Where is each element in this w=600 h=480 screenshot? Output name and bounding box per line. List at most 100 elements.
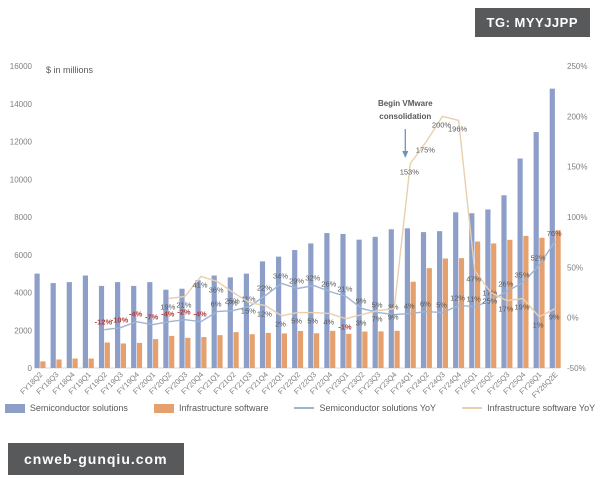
bar-semiconductor bbox=[372, 236, 378, 368]
value-label: 2% bbox=[275, 320, 286, 329]
left-axis-tick-label: 14000 bbox=[10, 100, 33, 109]
value-label: 3% bbox=[356, 319, 367, 328]
value-label: 35% bbox=[514, 270, 529, 279]
legend-label: Infrastructure software YoY bbox=[487, 403, 596, 413]
value-label: -2% bbox=[177, 308, 191, 317]
bar-semiconductor bbox=[292, 250, 298, 368]
bar-infrastructure bbox=[330, 330, 336, 368]
left-axis-tick-label: 8000 bbox=[14, 213, 32, 222]
value-label: 52% bbox=[531, 253, 546, 262]
value-label: 9% bbox=[549, 313, 560, 322]
annotation-text-line2: consolidation bbox=[379, 112, 431, 121]
bar-infrastructure bbox=[539, 237, 545, 368]
right-axis-tick-label: 250% bbox=[567, 62, 587, 71]
bar-infrastructure bbox=[458, 258, 465, 368]
bar-infrastructure bbox=[56, 359, 62, 368]
bar-infrastructure bbox=[346, 333, 352, 368]
value-label: 6% bbox=[211, 300, 222, 309]
bar-infrastructure bbox=[555, 230, 561, 368]
left-axis-tick-label: 6000 bbox=[14, 251, 32, 260]
value-label: 153% bbox=[400, 168, 420, 177]
combo-chart: $ in millions 0 2000 4000 6000 8000 10000 12000… bbox=[10, 62, 588, 400]
value-label: 19% bbox=[160, 303, 175, 312]
bar-semiconductor bbox=[420, 232, 427, 368]
line-semiconductor-yoy bbox=[104, 240, 556, 331]
bar-semiconductor bbox=[533, 132, 539, 368]
value-label: 15% bbox=[241, 307, 256, 316]
value-label: -1% bbox=[338, 323, 352, 332]
left-axis-tick-label: 12000 bbox=[10, 138, 33, 147]
bar-infrastructure bbox=[475, 241, 481, 368]
right-axis-tick-label: 200% bbox=[567, 112, 587, 121]
line-infrastructure-yoy bbox=[168, 115, 556, 320]
bar-semiconductor bbox=[147, 282, 153, 368]
bar-semiconductor bbox=[50, 283, 56, 368]
watermark-badge-top-right: TG: MYYJJPP bbox=[474, 8, 590, 37]
bar-infrastructure bbox=[40, 361, 46, 368]
value-label: 7% bbox=[227, 299, 238, 308]
bar-semiconductor bbox=[195, 280, 201, 368]
value-label: 4% bbox=[404, 302, 415, 311]
value-label: 1% bbox=[533, 321, 544, 330]
bar-semiconductor bbox=[324, 233, 330, 368]
value-label: 6% bbox=[420, 300, 431, 309]
value-label: 26% bbox=[321, 279, 336, 288]
bar-semiconductor bbox=[34, 273, 40, 368]
value-label: 196% bbox=[448, 124, 468, 133]
bar-semiconductor bbox=[131, 285, 137, 368]
legend-item-3: Infrastructure software YoY bbox=[462, 403, 595, 413]
bar-infrastructure bbox=[169, 335, 175, 368]
bar-infrastructure bbox=[265, 332, 271, 368]
value-label: 34% bbox=[273, 271, 288, 280]
legend-item-1: Infrastructure software bbox=[153, 403, 268, 413]
right-axis-tick-label: 100% bbox=[567, 213, 587, 222]
value-label: 22% bbox=[257, 284, 272, 293]
value-label: 5% bbox=[307, 317, 318, 326]
bar-semiconductor bbox=[115, 282, 121, 368]
value-label: 19% bbox=[514, 303, 529, 312]
bar-semiconductor bbox=[549, 88, 555, 369]
bar-infrastructure bbox=[153, 339, 159, 368]
value-label: 5% bbox=[436, 301, 447, 310]
bar-infrastructure bbox=[249, 334, 255, 368]
value-label: -4% bbox=[193, 310, 207, 319]
value-label: 25% bbox=[482, 297, 497, 306]
bar-infrastructure bbox=[491, 243, 497, 368]
bar-semiconductor bbox=[517, 158, 523, 368]
bar-semiconductor bbox=[82, 275, 88, 368]
annotation-text-line1: Begin VMware bbox=[378, 99, 433, 108]
value-label: 29% bbox=[289, 276, 304, 285]
bar-semiconductor bbox=[501, 195, 507, 368]
bar-infrastructure bbox=[378, 331, 384, 368]
bar-infrastructure bbox=[217, 335, 223, 368]
value-label: 36% bbox=[209, 285, 224, 294]
right-axis-tick-label: 50% bbox=[567, 263, 583, 272]
value-label: 9% bbox=[356, 297, 367, 306]
bar-infrastructure bbox=[233, 332, 239, 368]
value-label: -12% bbox=[95, 318, 113, 327]
bar-infrastructure bbox=[185, 337, 191, 368]
value-label: 21% bbox=[337, 285, 352, 294]
bar-semiconductor bbox=[356, 239, 362, 368]
left-axis-tick-label: 16000 bbox=[10, 62, 33, 71]
bar-semiconductor bbox=[211, 275, 217, 368]
value-label: 25% bbox=[225, 297, 240, 306]
value-label: 4% bbox=[323, 318, 334, 327]
bar-infrastructure bbox=[394, 330, 400, 368]
bar-semiconductor bbox=[469, 213, 475, 368]
bar-infrastructure bbox=[314, 333, 320, 368]
watermark-badge-bottom-left: cnweb-gunqiu.com bbox=[8, 443, 184, 475]
bar-infrastructure bbox=[136, 342, 143, 368]
legend-label: Semiconductor solutions bbox=[29, 403, 128, 413]
right-axis-tick-label: 0% bbox=[567, 314, 579, 323]
bar-semiconductor bbox=[98, 285, 105, 368]
value-label: 175% bbox=[416, 146, 436, 155]
value-label: 41% bbox=[192, 280, 207, 289]
chart-legend: Semiconductor solutions Infrastructure so… bbox=[0, 403, 600, 413]
legend-item-2: Semiconductor solutions YoY bbox=[294, 403, 436, 413]
bar-infrastructure bbox=[281, 333, 287, 368]
right-axis-tick-label: 150% bbox=[567, 163, 587, 172]
value-label: 47% bbox=[466, 274, 481, 283]
bar-semiconductor bbox=[227, 277, 233, 368]
value-label: 32% bbox=[305, 273, 320, 282]
